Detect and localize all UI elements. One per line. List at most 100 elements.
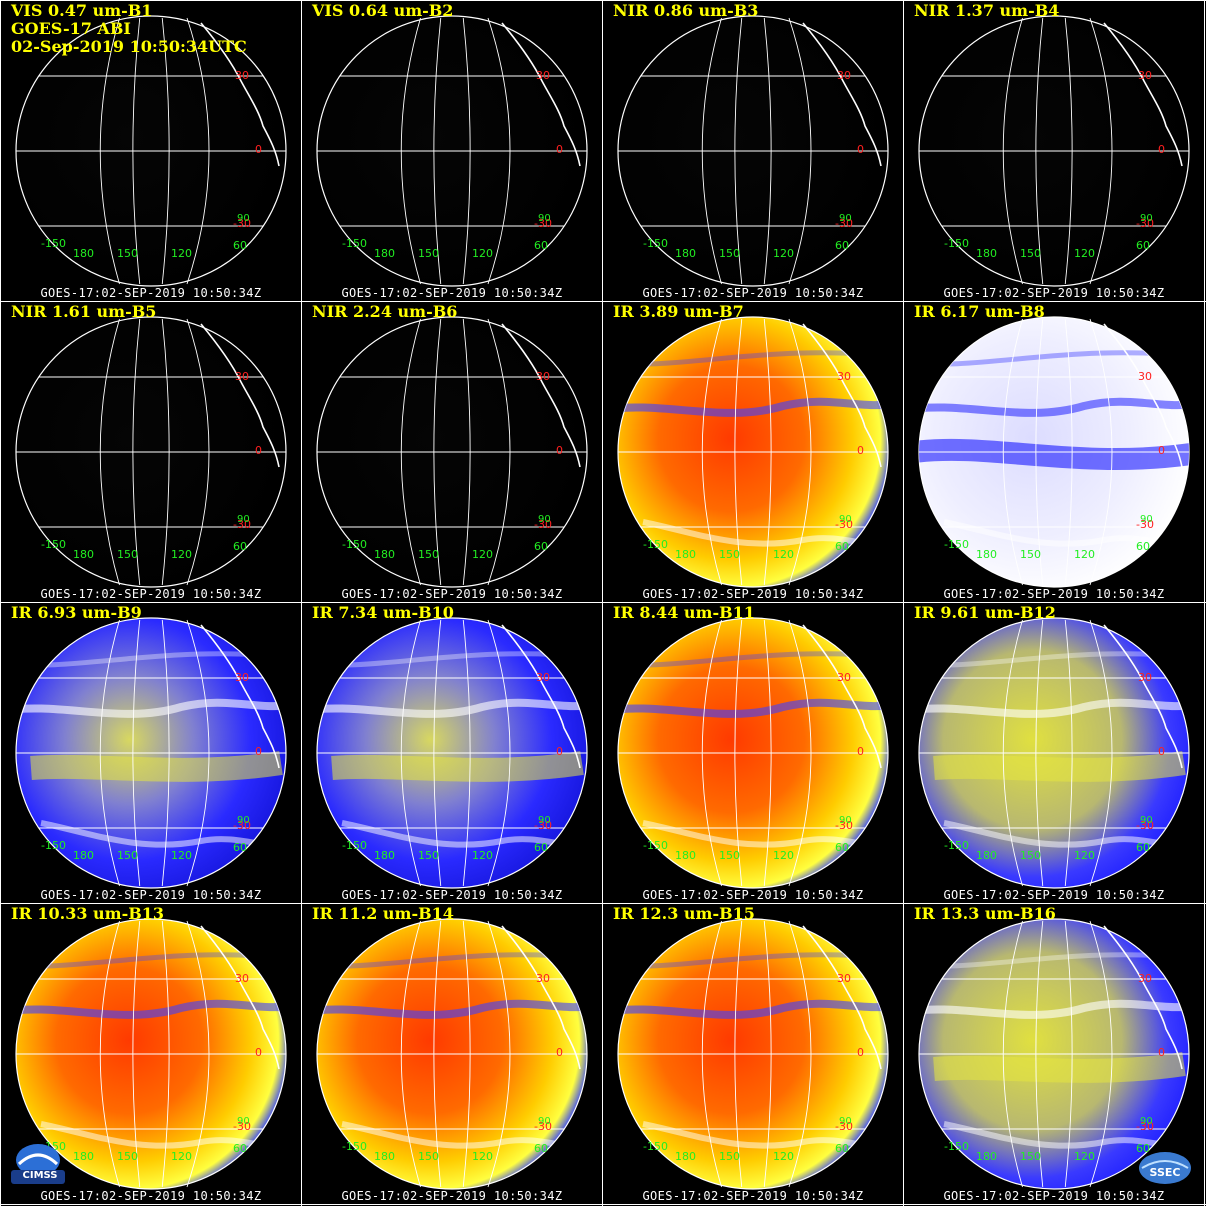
latitude-label: 0 bbox=[255, 1046, 262, 1059]
longitude-label: -150 bbox=[944, 538, 969, 551]
latitude-label: -30 bbox=[1136, 518, 1154, 531]
longitude-label: 120 bbox=[1074, 247, 1095, 260]
longitude-label: 180 bbox=[976, 849, 997, 862]
band-label: NIR 2.24 um-B6 bbox=[312, 302, 458, 321]
longitude-label: 180 bbox=[675, 1150, 696, 1163]
latitude-label: 30 bbox=[837, 69, 851, 82]
longitude-label: 120 bbox=[171, 247, 192, 260]
longitude-label: 90 bbox=[1140, 514, 1153, 525]
longitude-label: 60 bbox=[1136, 841, 1150, 854]
longitude-label: 60 bbox=[534, 841, 548, 854]
longitude-label: 150 bbox=[117, 247, 138, 260]
latitude-label: -30 bbox=[1136, 819, 1154, 832]
timestamp-footer: GOES-17:02-SEP-2019 10:50:34Z bbox=[341, 286, 563, 300]
longitude-label: 180 bbox=[73, 548, 94, 561]
longitude-label: 180 bbox=[976, 247, 997, 260]
satellite-panel: 30 0 -30 90 -150 180 150 120 60 IR 8.44 um-B11 GOE… bbox=[603, 603, 903, 903]
longitude-label: 120 bbox=[472, 247, 493, 260]
timestamp-footer: GOES-17:02-SEP-2019 10:50:34Z bbox=[943, 587, 1165, 601]
longitude-label: 180 bbox=[374, 849, 395, 862]
longitude-label: 120 bbox=[773, 247, 794, 260]
band-label: IR 12.3 um-B15 bbox=[613, 904, 755, 923]
longitude-label: 180 bbox=[374, 1150, 395, 1163]
longitude-label: -150 bbox=[643, 237, 668, 250]
latitude-label: 30 bbox=[536, 972, 550, 985]
longitude-label: 180 bbox=[374, 548, 395, 561]
lat-lon-gridlines bbox=[618, 17, 888, 285]
longitude-label: -150 bbox=[342, 237, 367, 250]
longitude-label: 150 bbox=[117, 849, 138, 862]
satellite-panel: 30 0 -30 90 -150 180 150 120 60 VIS 0.47 um-B1 GOE… bbox=[1, 1, 301, 301]
latitude-label: 30 bbox=[837, 370, 851, 383]
longitude-label: 60 bbox=[835, 239, 849, 252]
band-label: IR 3.89 um-B7 bbox=[613, 302, 744, 321]
timestamp-footer: GOES-17:02-SEP-2019 10:50:34Z bbox=[943, 286, 1165, 300]
longitude-label: -150 bbox=[342, 839, 367, 852]
lat-lon-gridlines bbox=[317, 920, 587, 1188]
longitude-label: 90 bbox=[237, 213, 250, 224]
longitude-label: -150 bbox=[944, 839, 969, 852]
longitude-label: 90 bbox=[538, 514, 551, 525]
latitude-label: -30 bbox=[835, 819, 853, 832]
longitude-label: 60 bbox=[835, 841, 849, 854]
latitude-label: 30 bbox=[1138, 370, 1152, 383]
longitude-label: 180 bbox=[976, 1150, 997, 1163]
longitude-label: 150 bbox=[117, 1150, 138, 1163]
lat-lon-gridlines bbox=[919, 318, 1189, 586]
latitude-label: 30 bbox=[235, 370, 249, 383]
longitude-label: 120 bbox=[171, 548, 192, 561]
longitude-label: -150 bbox=[342, 1140, 367, 1153]
longitude-label: 60 bbox=[233, 841, 247, 854]
ssec-logo-text: SSEC bbox=[1149, 1166, 1181, 1179]
latitude-label: 0 bbox=[857, 745, 864, 758]
longitude-label: 60 bbox=[534, 540, 548, 553]
timestamp-footer: GOES-17:02-SEP-2019 10:50:34Z bbox=[341, 888, 563, 902]
satellite-panel: 30 0 -30 90 -150 180 150 120 60 IR 7.34 um-B10 GOE… bbox=[302, 603, 602, 903]
longitude-label: 150 bbox=[1020, 1150, 1041, 1163]
longitude-label: 90 bbox=[839, 514, 852, 525]
timestamp-footer: GOES-17:02-SEP-2019 10:50:34Z bbox=[40, 888, 262, 902]
longitude-label: 180 bbox=[374, 247, 395, 260]
longitude-label: 150 bbox=[719, 548, 740, 561]
longitude-label: 90 bbox=[839, 1116, 852, 1127]
longitude-label: 60 bbox=[233, 239, 247, 252]
grid-separator bbox=[0, 301, 1206, 302]
latitude-label: 0 bbox=[556, 1046, 563, 1059]
lat-lon-gridlines bbox=[16, 920, 286, 1188]
longitude-label: 150 bbox=[117, 548, 138, 561]
longitude-label: 60 bbox=[534, 239, 548, 252]
longitude-label: 60 bbox=[835, 1142, 849, 1155]
timestamp-footer: GOES-17:02-SEP-2019 10:50:34Z bbox=[341, 1189, 563, 1203]
lat-lon-gridlines bbox=[317, 619, 587, 887]
latitude-label: -30 bbox=[835, 217, 853, 230]
longitude-label: 90 bbox=[1140, 815, 1153, 826]
latitude-label: -30 bbox=[1136, 1120, 1154, 1133]
longitude-label: 180 bbox=[73, 247, 94, 260]
longitude-label: 90 bbox=[538, 1116, 551, 1127]
observation-datetime: 02-Sep-2019 10:50:34UTC bbox=[11, 37, 247, 56]
longitude-label: 180 bbox=[675, 548, 696, 561]
timestamp-footer: GOES-17:02-SEP-2019 10:50:34Z bbox=[40, 587, 262, 601]
coastline bbox=[200, 22, 280, 167]
coastline bbox=[200, 925, 280, 1070]
lat-lon-gridlines bbox=[317, 318, 587, 586]
band-label: IR 6.17 um-B8 bbox=[914, 302, 1045, 321]
grid-separator bbox=[0, 0, 1206, 1]
satellite-panel: 30 0 -30 90 -150 180 150 120 60 IR 9.61 um-B12 GOE… bbox=[904, 603, 1204, 903]
coastline bbox=[1103, 925, 1183, 1070]
longitude-label: 150 bbox=[418, 849, 439, 862]
satellite-panel: 30 0 -30 90 -150 180 150 120 60 IR 13.3 um-B16 GOE… bbox=[904, 904, 1204, 1204]
longitude-label: 90 bbox=[538, 213, 551, 224]
longitude-label: -150 bbox=[944, 237, 969, 250]
latitude-label: 30 bbox=[1138, 972, 1152, 985]
timestamp-footer: GOES-17:02-SEP-2019 10:50:34Z bbox=[642, 1189, 864, 1203]
latitude-label: -30 bbox=[835, 518, 853, 531]
longitude-label: -150 bbox=[643, 839, 668, 852]
latitude-label: -30 bbox=[534, 518, 552, 531]
